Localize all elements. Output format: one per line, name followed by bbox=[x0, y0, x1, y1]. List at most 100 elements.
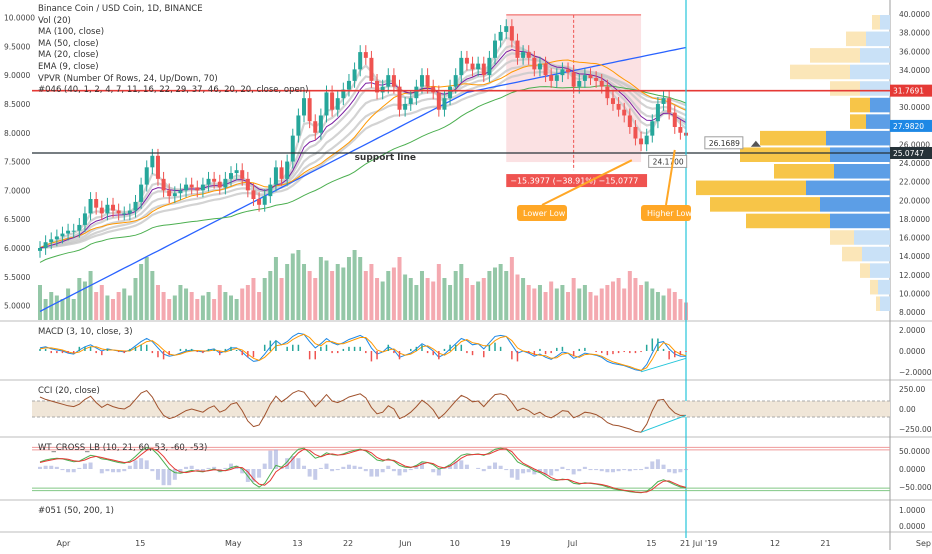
volume-bar bbox=[111, 299, 116, 320]
wt-histogram-bar bbox=[217, 469, 222, 473]
wt-histogram-bar bbox=[341, 466, 346, 469]
volume-bar bbox=[594, 295, 599, 320]
volume-bar bbox=[408, 278, 413, 320]
vpvr-up-bar bbox=[866, 31, 890, 47]
i051-label[interactable]: #051 (50, 200, 1) bbox=[38, 506, 114, 516]
candle-body bbox=[560, 69, 565, 76]
candle-body bbox=[257, 199, 262, 205]
volume-bar bbox=[678, 299, 683, 320]
time-tick: Jun bbox=[398, 539, 412, 548]
wt-cross-label[interactable]: WT_CROSS_LB (10, 21, 60, 53, -60, -53) bbox=[38, 443, 208, 453]
legend-ma20[interactable]: MA (20, close) bbox=[38, 50, 99, 61]
legend-title: Binance Coin / USD Coin, 1D, BINANCE bbox=[38, 4, 203, 14]
wt-histogram-bar bbox=[167, 469, 172, 486]
volume-bar bbox=[189, 292, 194, 320]
time-tick: Sep bbox=[916, 539, 931, 548]
vpvr-down-bar bbox=[870, 279, 878, 295]
candle-body bbox=[212, 178, 217, 182]
volume-bar bbox=[532, 288, 537, 320]
cci-line bbox=[39, 389, 686, 433]
legend-046[interactable]: #046 (40, 1, 2, 4, 7, 11, 16, 22, 29, 37… bbox=[38, 85, 309, 96]
wt-histogram-bar bbox=[375, 469, 380, 477]
candle-body bbox=[296, 115, 301, 136]
legend-ma100[interactable]: MA (100, close) bbox=[38, 27, 105, 38]
candle-body bbox=[459, 57, 464, 76]
macd-label[interactable]: MACD (3, 10, close, 3) bbox=[38, 327, 133, 337]
wt-histogram-bar bbox=[650, 461, 655, 469]
volume-bar bbox=[414, 285, 419, 320]
candle-body bbox=[206, 178, 211, 185]
wt-histogram-bar bbox=[285, 458, 290, 469]
wt-histogram-bar bbox=[290, 456, 295, 469]
candle-body bbox=[487, 57, 492, 76]
vpvr-down-bar bbox=[842, 246, 862, 262]
volume-bar bbox=[464, 278, 469, 320]
vpvr-up-bar bbox=[850, 64, 890, 80]
volume-bar bbox=[184, 288, 189, 320]
volume-bar bbox=[54, 295, 59, 320]
ema9-line bbox=[39, 49, 687, 249]
wt-histogram-bar bbox=[352, 465, 357, 469]
volume-bar bbox=[352, 250, 357, 320]
candle-body bbox=[262, 196, 267, 205]
wt-histogram-bar bbox=[509, 469, 514, 478]
legend-ma50[interactable]: MA (50, close) bbox=[38, 38, 99, 49]
volume-bar bbox=[341, 267, 346, 320]
volume-bar bbox=[296, 250, 301, 320]
volume-bar bbox=[493, 267, 498, 320]
wt-histogram-bar bbox=[419, 462, 424, 469]
time-tick: 19 bbox=[500, 539, 510, 548]
time-tick: Jul bbox=[567, 539, 578, 548]
volume-bar bbox=[599, 288, 604, 320]
wt-histogram-bar bbox=[577, 469, 582, 472]
wt-histogram-bar bbox=[99, 469, 104, 474]
candle-body bbox=[324, 92, 329, 116]
vpvr-down-bar bbox=[860, 263, 870, 278]
wt-histogram-bar bbox=[330, 469, 335, 472]
wt-histogram-bar bbox=[251, 469, 256, 482]
wt-histogram-bar bbox=[111, 469, 116, 473]
vpvr-up-bar bbox=[830, 213, 890, 229]
volume-bar bbox=[161, 292, 166, 320]
left-price-tick: 5.5000 bbox=[4, 273, 30, 282]
candle-body bbox=[335, 98, 340, 110]
wt-histogram-bar bbox=[318, 467, 323, 469]
cci-label[interactable]: CCI (20, close) bbox=[38, 386, 100, 396]
macd-divergence-line bbox=[640, 357, 687, 373]
wt-histogram-bar bbox=[560, 466, 565, 469]
right-price-tick: 8.0000 bbox=[899, 308, 925, 317]
time-tick: 22 bbox=[343, 539, 353, 548]
vpvr-up-bar bbox=[860, 81, 890, 96]
volume-bar bbox=[610, 281, 615, 320]
wt-histogram-bar bbox=[54, 466, 59, 469]
vpvr-down-bar bbox=[850, 97, 870, 113]
candle-body bbox=[678, 126, 683, 133]
candle-body bbox=[594, 78, 599, 81]
right-price-tick: 14.0000 bbox=[899, 252, 930, 261]
wt-histogram-bar bbox=[633, 469, 638, 471]
candle-body bbox=[532, 57, 537, 70]
wt-histogram-bar bbox=[223, 467, 228, 469]
volume-bar bbox=[543, 292, 548, 320]
legend-ema9[interactable]: EMA (9, close) bbox=[38, 61, 99, 72]
left-price-tick: 8.0000 bbox=[4, 129, 30, 138]
candle-body bbox=[526, 52, 531, 58]
volume-bar bbox=[436, 264, 441, 320]
wt-histogram-bar bbox=[493, 462, 498, 469]
volume-bar bbox=[504, 271, 509, 320]
candle-body bbox=[155, 155, 160, 179]
right-price-tick: 20.0000 bbox=[899, 196, 930, 205]
volume-bar bbox=[133, 278, 138, 320]
volume-bar bbox=[178, 285, 183, 320]
legend-vpvr[interactable]: VPVR (Number Of Rows, 24, Up/Down, 70) bbox=[38, 73, 218, 84]
price-flag-text: 31.7691 bbox=[893, 87, 924, 96]
time-tick: 10 bbox=[450, 539, 460, 548]
legend-vol[interactable]: Vol (20) bbox=[38, 15, 71, 26]
wt-histogram-bar bbox=[302, 465, 307, 469]
candle-body bbox=[245, 178, 250, 191]
volume-bar bbox=[639, 285, 644, 320]
wt-histogram-bar bbox=[391, 469, 396, 472]
higher-low-box bbox=[641, 205, 691, 221]
